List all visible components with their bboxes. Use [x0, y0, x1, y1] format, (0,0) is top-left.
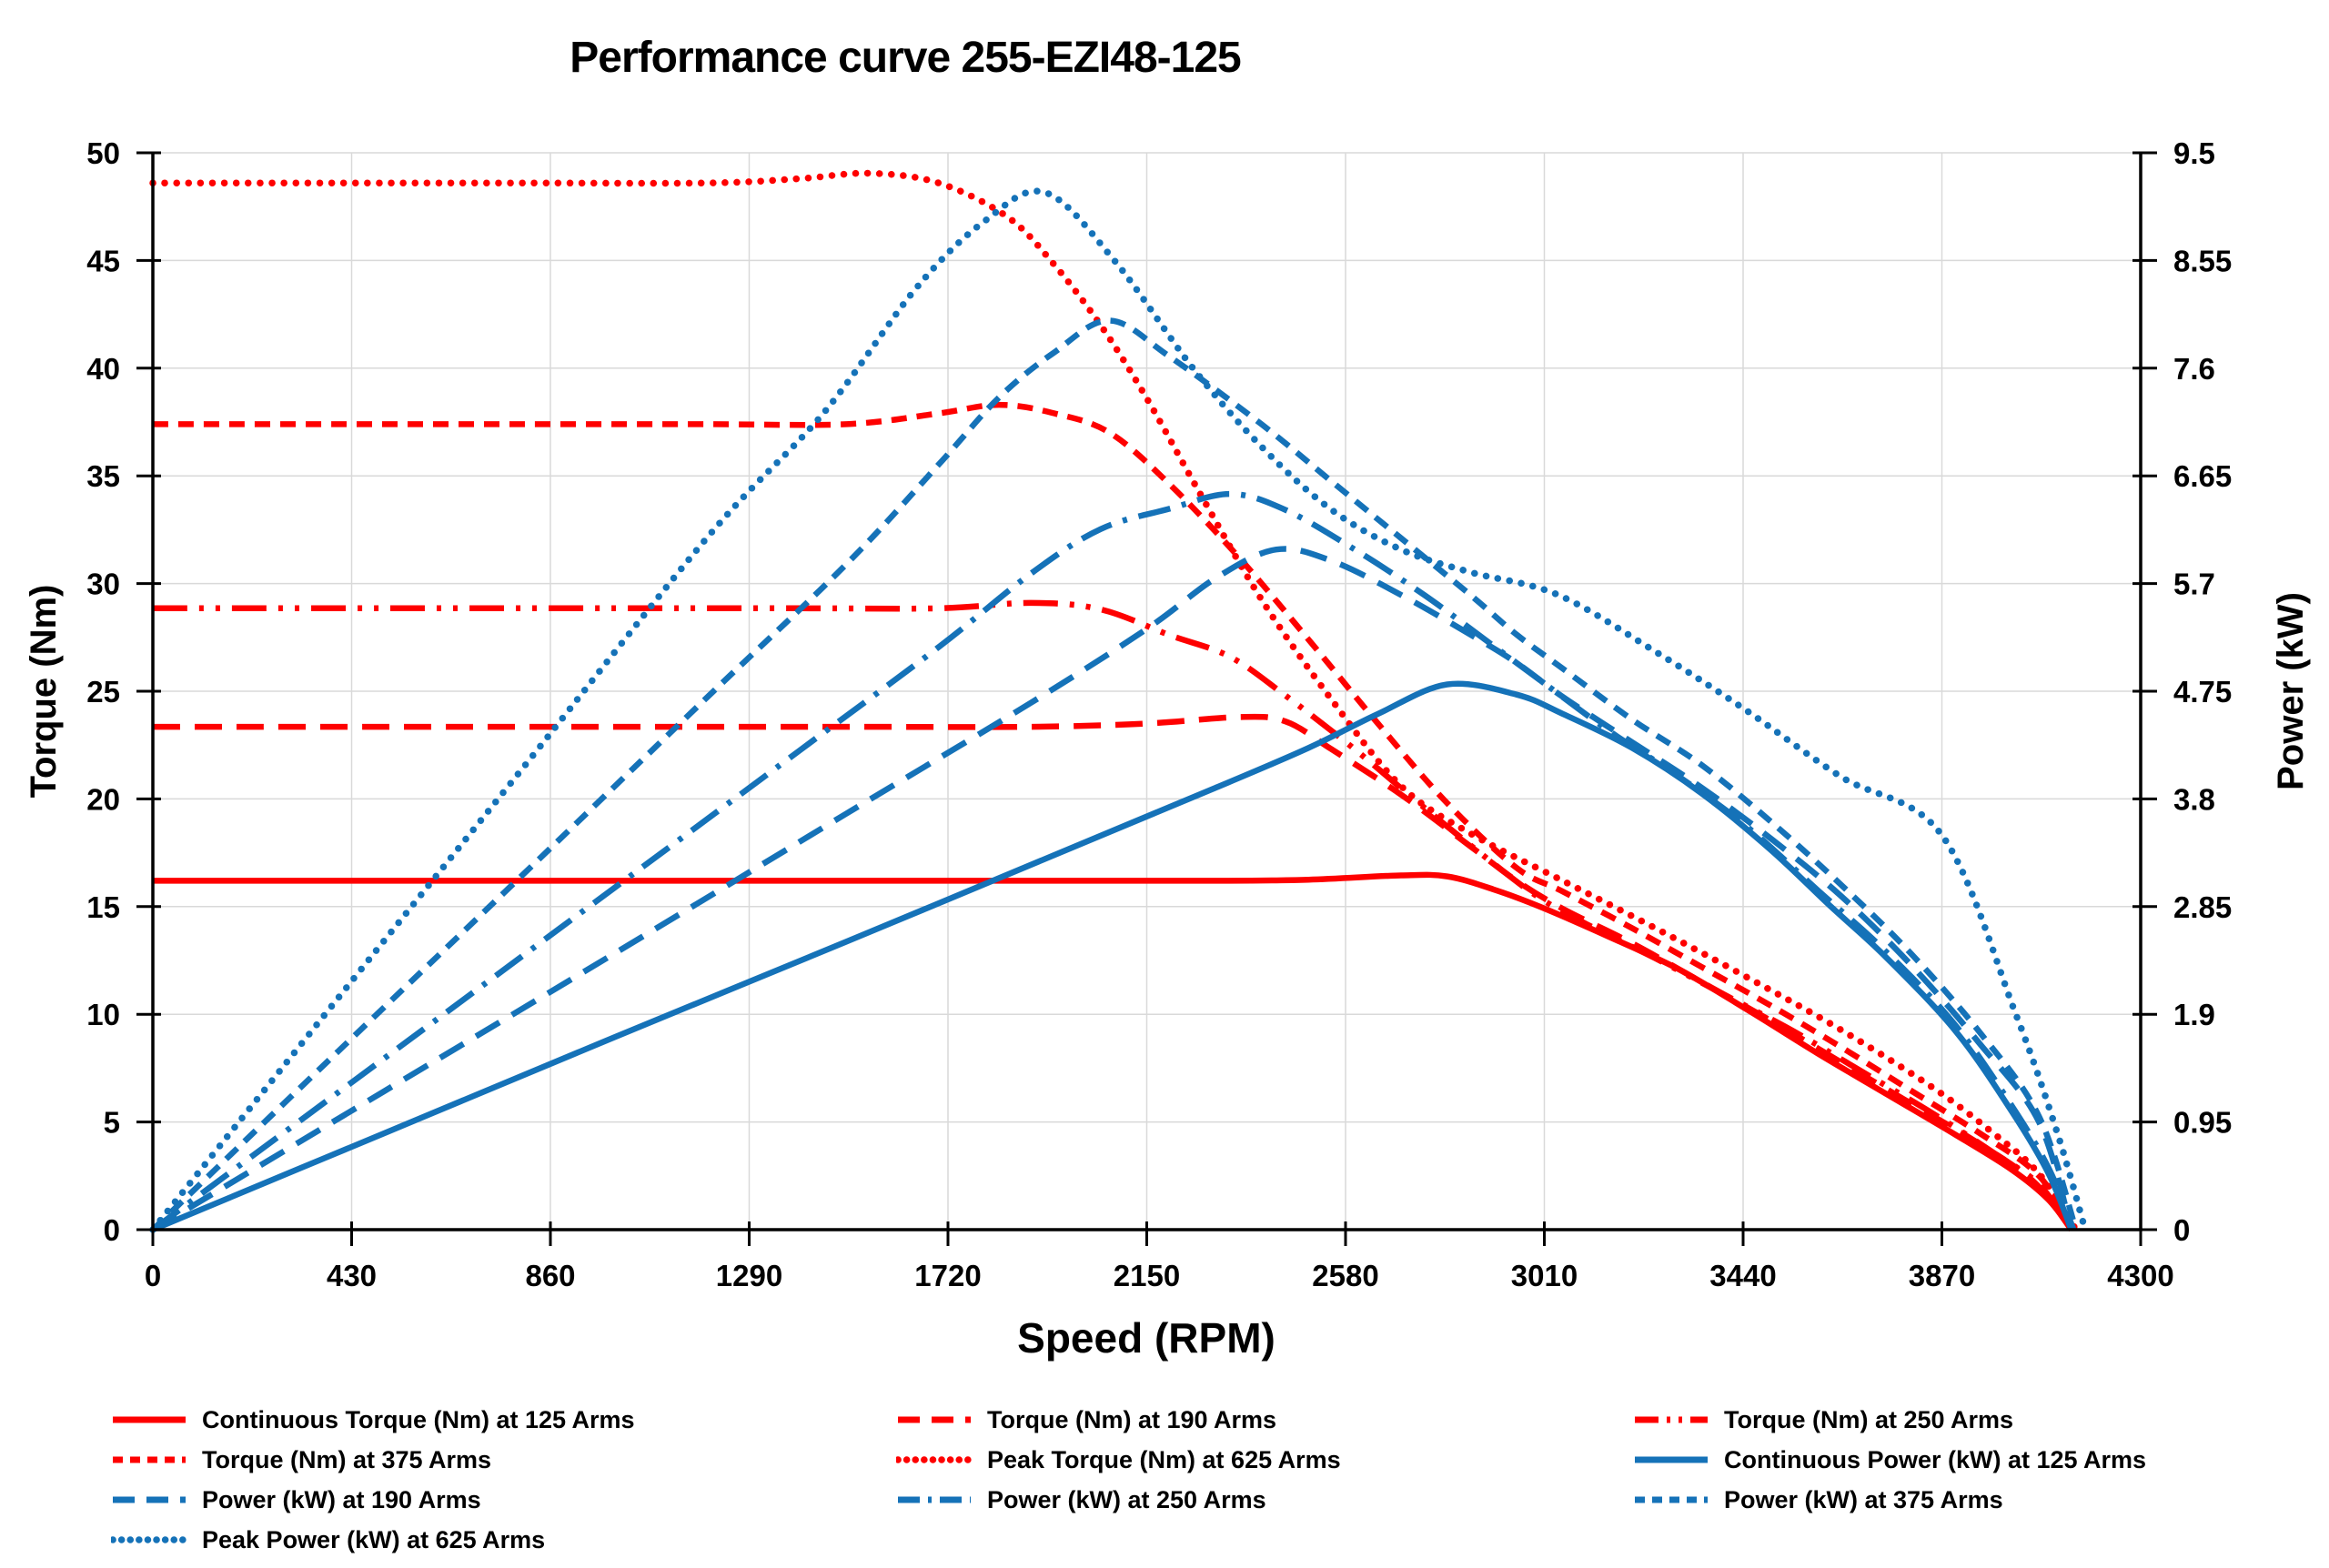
y-left-tick-label: 25	[86, 675, 120, 709]
x-tick-label: 0	[145, 1259, 161, 1292]
curve-torque-190	[153, 713, 2074, 1232]
curve-power-190	[151, 546, 2074, 1232]
x-tick-label: 430	[327, 1259, 377, 1292]
legend-item-power-190: Power (kW) at 190 Arms	[111, 1484, 481, 1515]
legend-swatch-short-dash	[1635, 1496, 1708, 1503]
legend-label: Peak Torque (Nm) at 625 Arms	[987, 1445, 1341, 1473]
legend-item-torque-125: Continuous Torque (Nm) at 125 Arms	[111, 1404, 635, 1435]
y-right-tick-label: 3.8	[2173, 782, 2215, 816]
legend-label: Power (kW) at 190 Arms	[202, 1485, 481, 1513]
x-tick-label: 3440	[1709, 1259, 1776, 1292]
legend-label: Power (kW) at 250 Arms	[987, 1485, 1266, 1513]
curve-torque-125	[153, 871, 2074, 1232]
y-left-tick-label: 45	[86, 244, 120, 277]
curve-power-625	[149, 187, 2089, 1233]
y-left-tick-label: 5	[104, 1106, 120, 1140]
y-left-tick-label: 0	[104, 1213, 120, 1247]
y-right-tick-label: 5.7	[2173, 568, 2215, 601]
y-right-tick-label: 9.5	[2173, 136, 2215, 170]
y-left-tick-label: 35	[86, 459, 120, 493]
legend-swatch-long-dash	[898, 1416, 971, 1423]
y-left-tick-label: 30	[86, 568, 120, 601]
y-right-tick-label: 1.9	[2173, 998, 2215, 1031]
plot-area: 0 5 10 15 20 25 30 35 40 45 50 0 0.95 1.9 2.85 3.8 4.75 5…	[86, 136, 2232, 1292]
x-tick-label: 1290	[716, 1259, 782, 1292]
legend-item-power-625: Peak Power (kW) at 625 Arms	[111, 1524, 545, 1555]
legend-label: Torque (Nm) at 375 Arms	[202, 1445, 492, 1473]
x-tick-label: 2150	[1114, 1259, 1180, 1292]
x-tick-label: 4300	[2107, 1259, 2173, 1292]
y-left-tick-label: 50	[86, 136, 120, 170]
y-left-tick-label: 20	[86, 782, 120, 816]
legend-swatch-solid	[113, 1416, 186, 1423]
x-tick-label: 2580	[1312, 1259, 1378, 1292]
legend-item-torque-250: Torque (Nm) at 250 Arms	[1633, 1404, 2013, 1435]
legend-item-torque-190: Torque (Nm) at 190 Arms	[896, 1404, 1276, 1435]
curve-power-375	[150, 317, 2079, 1232]
x-axis-title: Speed (RPM)	[1017, 1314, 1275, 1362]
y-right-tick-label: 6.65	[2173, 459, 2232, 493]
legend-swatch-short-dash	[113, 1456, 186, 1463]
curve-power-125	[151, 680, 2074, 1232]
legend-label: Power (kW) at 375 Arms	[1724, 1485, 2003, 1513]
legend-swatch-dash-dot	[898, 1496, 971, 1503]
legend-item-power-125: Continuous Power (kW) at 125 Arms	[1633, 1444, 2146, 1475]
y-right-tick-label: 0.95	[2173, 1106, 2232, 1140]
curve-power-250	[151, 490, 2077, 1232]
legend-swatch-solid	[1635, 1456, 1708, 1463]
legend-item-torque-625: Peak Torque (Nm) at 625 Arms	[896, 1444, 1341, 1475]
y-right-tick-label: 2.85	[2173, 890, 2232, 924]
legend-label: Continuous Torque (Nm) at 125 Arms	[202, 1405, 635, 1433]
legend-swatch-dash-dot-dot	[1635, 1416, 1708, 1423]
x-tick-label: 1720	[914, 1259, 981, 1292]
axes	[136, 151, 2157, 1246]
legend-item-power-375: Power (kW) at 375 Arms	[1633, 1484, 2003, 1515]
legend-label: Peak Power (kW) at 625 Arms	[202, 1525, 546, 1553]
y-left-tick-label: 15	[86, 890, 120, 924]
y-right-tick-label: 8.55	[2173, 244, 2232, 277]
legend-label: Torque (Nm) at 250 Arms	[1724, 1405, 2014, 1433]
chart-title: Performance curve 255-EZI48-125	[570, 34, 1241, 82]
legend-swatch-dot	[896, 1456, 973, 1463]
x-tick-label: 3010	[1511, 1259, 1578, 1292]
curve-torque-375	[152, 401, 2074, 1231]
curve-torque-625	[149, 169, 2080, 1233]
y-right-tick-label: 7.6	[2173, 352, 2215, 386]
x-tick-label: 3870	[1909, 1259, 1975, 1292]
legend-swatch-dot	[111, 1536, 187, 1543]
y-left-tick-label: 40	[86, 352, 120, 386]
curve-torque-250	[152, 599, 2074, 1231]
y-right-tick-label: 4.75	[2173, 675, 2232, 709]
legend-label: Continuous Power (kW) at 125 Arms	[1724, 1445, 2147, 1473]
legend-item-power-250: Power (kW) at 250 Arms	[896, 1484, 1266, 1515]
y-right-tick-label: 0	[2173, 1213, 2190, 1247]
legend-swatch-long-dash	[113, 1496, 186, 1503]
y-left-tick-label: 10	[86, 998, 120, 1031]
x-tick-label: 860	[525, 1259, 575, 1292]
series-curves	[149, 169, 2089, 1233]
tick-labels: 0 5 10 15 20 25 30 35 40 45 50 0 0.95 1.9 2.85 3.8 4.75 5…	[86, 136, 2232, 1292]
legend-label: Torque (Nm) at 190 Arms	[987, 1405, 1277, 1433]
legend-item-torque-375: Torque (Nm) at 375 Arms	[111, 1444, 491, 1475]
